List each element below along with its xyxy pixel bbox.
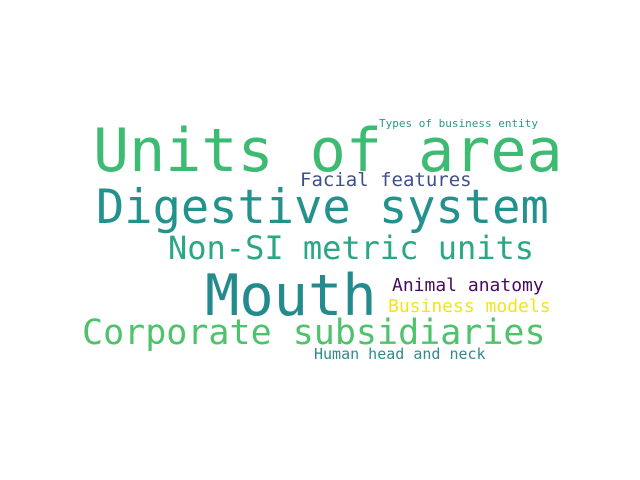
word-mouth: Mouth bbox=[205, 263, 377, 329]
word-corporate-subsidiaries: Corporate subsidiaries bbox=[82, 313, 546, 353]
word-business-models: Business models bbox=[388, 296, 551, 317]
word-human-head-and-neck: Human head and neck bbox=[314, 345, 486, 363]
word-facial-features: Facial features bbox=[300, 169, 472, 191]
word-types-of-business-entity: Types of business entity bbox=[379, 117, 538, 130]
word-animal-anatomy: Animal anatomy bbox=[392, 275, 544, 296]
word-digestive-system: Digestive system bbox=[96, 180, 549, 235]
word-units-of-area: Units of area bbox=[93, 116, 563, 186]
word-non-si-metric-units: Non-SI metric units bbox=[168, 229, 535, 267]
